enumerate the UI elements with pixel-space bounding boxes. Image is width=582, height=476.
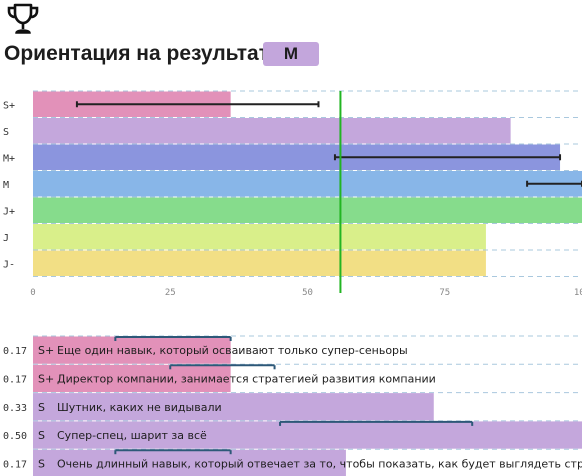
skill-weight: 0.50 bbox=[3, 431, 27, 442]
x-tick-label: 75 bbox=[439, 288, 450, 298]
skill-weight: 0.33 bbox=[3, 403, 27, 414]
skill-level: S+ bbox=[38, 372, 54, 385]
level-distribution-chart: S+ S M+ M J+ J J- 0 25 50 75 100 bbox=[3, 90, 582, 298]
skill-level: S bbox=[38, 401, 45, 414]
x-tick-label: 0 bbox=[30, 288, 35, 298]
y-tick-label: M+ bbox=[3, 153, 15, 164]
y-tick-label: S bbox=[3, 127, 9, 138]
skill-label: Супер-спец, шарит за всё bbox=[57, 429, 207, 442]
skill-weight: 0.17 bbox=[3, 346, 27, 357]
y-tick-label: S+ bbox=[3, 100, 15, 111]
x-tick-label: 25 bbox=[165, 288, 176, 298]
skill-label: Шутник, каких не видывали bbox=[57, 401, 222, 414]
skill-label: Еще один навык, который осваивают только… bbox=[57, 344, 408, 357]
skill-bar bbox=[33, 364, 231, 393]
level-badge: M bbox=[263, 42, 319, 66]
bar-S bbox=[33, 118, 511, 144]
bar-J bbox=[33, 224, 486, 250]
page-title: Ориентация на результат bbox=[4, 42, 269, 65]
skill-bar bbox=[33, 449, 346, 476]
skill-weight: 0.17 bbox=[3, 374, 27, 385]
trophy-icon bbox=[7, 3, 39, 34]
x-tick-label: 100 bbox=[574, 288, 582, 298]
bar-J- bbox=[33, 250, 486, 276]
y-tick-label: J+ bbox=[3, 206, 15, 217]
x-tick-label: 50 bbox=[302, 288, 313, 298]
skill-bar bbox=[33, 421, 582, 449]
y-tick-label: M bbox=[3, 180, 9, 191]
y-tick-label: J- bbox=[3, 259, 15, 270]
skill-bar bbox=[33, 336, 231, 364]
skill-level: S bbox=[38, 457, 45, 470]
skill-bar bbox=[33, 393, 434, 421]
bar-M bbox=[33, 171, 582, 197]
skill-level: S bbox=[38, 429, 45, 442]
skill-level: S+ bbox=[38, 344, 54, 357]
skill-weight: 0.17 bbox=[3, 459, 27, 470]
bar-J+ bbox=[33, 197, 582, 223]
y-tick-label: J bbox=[3, 233, 9, 244]
skill-label: Очень длинный навык, который отвечает за… bbox=[57, 457, 582, 470]
skill-label: Директор компании, занимается стратегией… bbox=[57, 372, 436, 385]
